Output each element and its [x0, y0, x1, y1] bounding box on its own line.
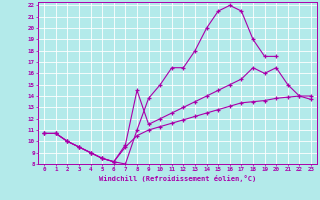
X-axis label: Windchill (Refroidissement éolien,°C): Windchill (Refroidissement éolien,°C): [99, 175, 256, 182]
